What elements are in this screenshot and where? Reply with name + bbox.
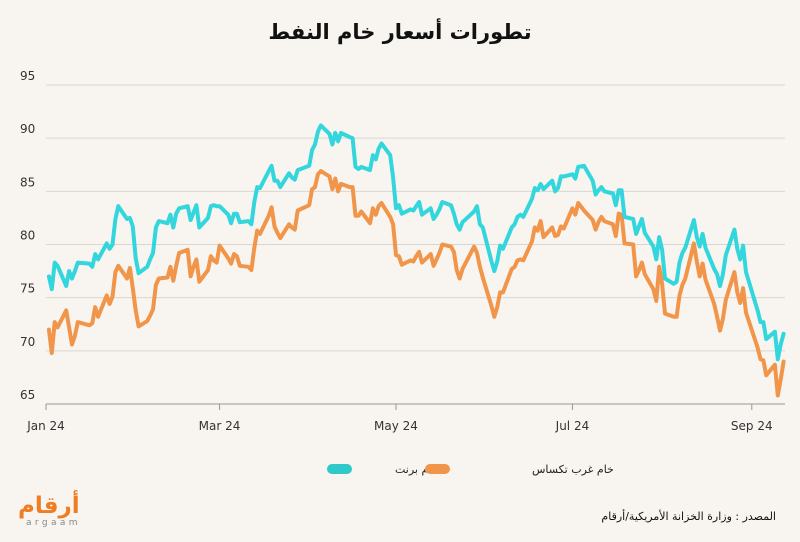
y-tick-label: 80 — [20, 229, 35, 243]
x-tick-label: Jan 24 — [26, 419, 65, 433]
series-line-wti — [46, 169, 786, 398]
y-tick-label: 65 — [20, 388, 35, 402]
x-tick-label: Mar 24 — [199, 419, 241, 433]
x-tick-label: Jul 24 — [555, 419, 590, 433]
y-tick-label: 95 — [20, 69, 35, 83]
series-line-brent — [46, 123, 786, 362]
legend-label-wti: خام غرب تكساس — [532, 463, 614, 476]
x-tick-label: May 24 — [374, 419, 418, 433]
legend-swatch-brent — [327, 464, 352, 474]
y-tick-label: 75 — [20, 282, 35, 296]
series-lines — [46, 123, 786, 398]
chart-title: تطورات أسعار خام النفط — [268, 20, 532, 44]
legend-swatch-wti — [425, 464, 450, 474]
argaam-logo: أرقام argaam — [18, 494, 108, 528]
grid-lines — [46, 84, 785, 405]
logo-latin: argaam — [26, 518, 81, 528]
source-note: المصدر : وزارة الخزانة الأمريكية/أرقام — [601, 510, 776, 523]
x-tick-label: Sep 24 — [731, 419, 773, 433]
axes: 65 70 75 80 85 90 95 Jan 24 Mar 24 May 24 Jul 24 Se… — [20, 69, 773, 433]
y-tick-label: 90 — [20, 122, 35, 136]
logo-arabic: أرقام — [18, 493, 80, 519]
legend: خام برنت خام غرب تكساس — [327, 463, 614, 476]
y-tick-label: 70 — [20, 335, 35, 349]
y-tick-label: 85 — [20, 175, 35, 189]
